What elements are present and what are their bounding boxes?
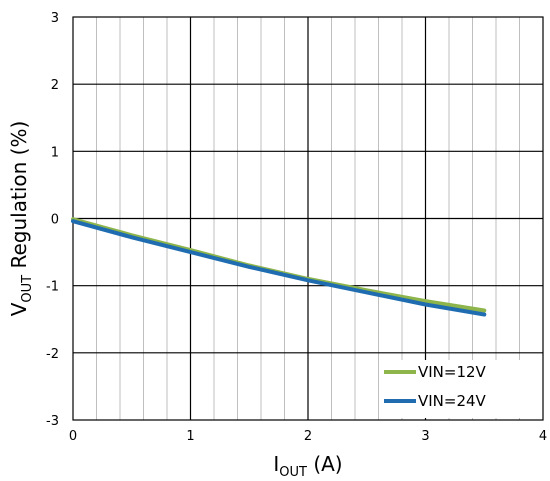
y-axis-title-sub: OUT	[20, 275, 35, 303]
y-axis-title-main: V	[7, 302, 31, 316]
legend-label-2: VIN=24V	[418, 392, 487, 410]
y-axis-title: VOUT Regulation (%)	[7, 121, 35, 317]
y-tick-label: 1	[51, 145, 59, 160]
y-tick-label: 2	[51, 78, 59, 93]
y-tick-label: -2	[46, 347, 59, 362]
legend-background	[380, 360, 542, 418]
y-tick-label: -1	[46, 280, 59, 295]
legend: VIN=12V VIN=24V	[380, 360, 542, 418]
y-tick-label: 3	[51, 11, 59, 26]
x-tick-label: 4	[539, 429, 547, 444]
x-tick-label: 1	[186, 429, 194, 444]
x-tick-label: 2	[304, 429, 312, 444]
x-axis-title-sub: OUT	[279, 465, 307, 480]
series-line-2	[71, 219, 487, 317]
series-layer	[71, 217, 487, 317]
major-gridlines	[73, 17, 543, 420]
x-tick-labels: 0 1 2 3 4	[69, 429, 547, 444]
x-axis-title: IOUT (A)	[273, 452, 342, 480]
y-tick-label: 0	[51, 213, 59, 228]
x-tick-label: 3	[421, 429, 429, 444]
x-tick-label: 0	[69, 429, 77, 444]
legend-label-1: VIN=12V	[418, 363, 487, 381]
y-tick-label: -3	[46, 414, 59, 429]
x-axis-title-rest: (A)	[307, 452, 343, 476]
y-tick-labels: -3 -2 -1 0 1 2 3	[46, 11, 59, 429]
x-axis-title-main: I	[273, 452, 279, 476]
series-line-1	[71, 217, 487, 313]
y-axis-title-rest: Regulation (%)	[7, 121, 31, 275]
